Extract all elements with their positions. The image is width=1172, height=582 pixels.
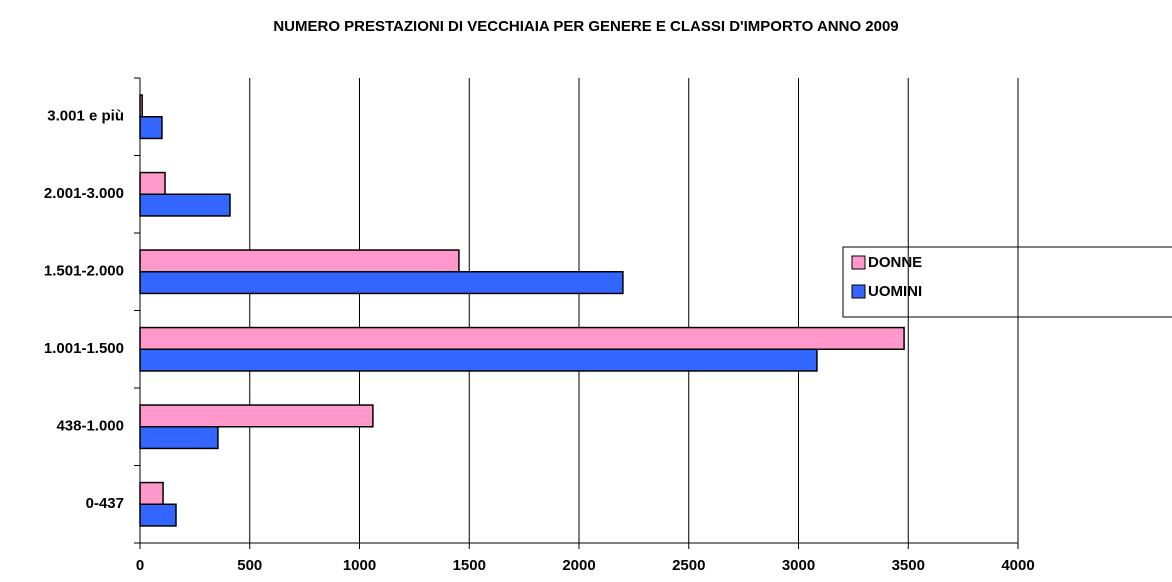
x-tick-label: 3000 [782, 557, 815, 574]
bar [139, 171, 166, 196]
legend-label: UOMINI [868, 283, 922, 300]
y-tick-label: 1.001-1.500 [44, 340, 124, 357]
legend-box [842, 246, 1172, 318]
bar [139, 426, 219, 450]
x-tick-label: 4000 [1001, 557, 1034, 574]
y-tick-label: 0-437 [86, 495, 124, 512]
y-tick-label: 438-1.000 [56, 418, 124, 435]
bar [139, 348, 818, 372]
bar [139, 94, 143, 118]
x-tick-label: 3500 [892, 557, 925, 574]
bar [139, 326, 905, 350]
bar [139, 503, 177, 527]
legend-swatch [851, 284, 866, 299]
y-tick-label: 1.501-2.000 [44, 263, 124, 280]
x-tick-label: 500 [237, 557, 262, 574]
x-tick-label: 0 [136, 557, 144, 574]
legend-swatch [851, 255, 866, 270]
chart-title: NUMERO PRESTAZIONI DI VECCHIAIA PER GENE… [273, 18, 898, 35]
bar [139, 193, 231, 217]
x-tick-label: 1500 [453, 557, 486, 574]
y-tick-label: 3.001 e più [47, 108, 124, 125]
x-tick-label: 2000 [562, 557, 595, 574]
x-tick-label: 2500 [672, 557, 705, 574]
bar [139, 116, 163, 140]
y-tick-label: 2.001-3.000 [44, 185, 124, 202]
x-tick-label: 1000 [343, 557, 376, 574]
bar [139, 404, 374, 428]
bar [139, 249, 460, 273]
bar [139, 481, 164, 505]
legend-label: DONNE [868, 254, 922, 271]
bar [139, 271, 624, 295]
